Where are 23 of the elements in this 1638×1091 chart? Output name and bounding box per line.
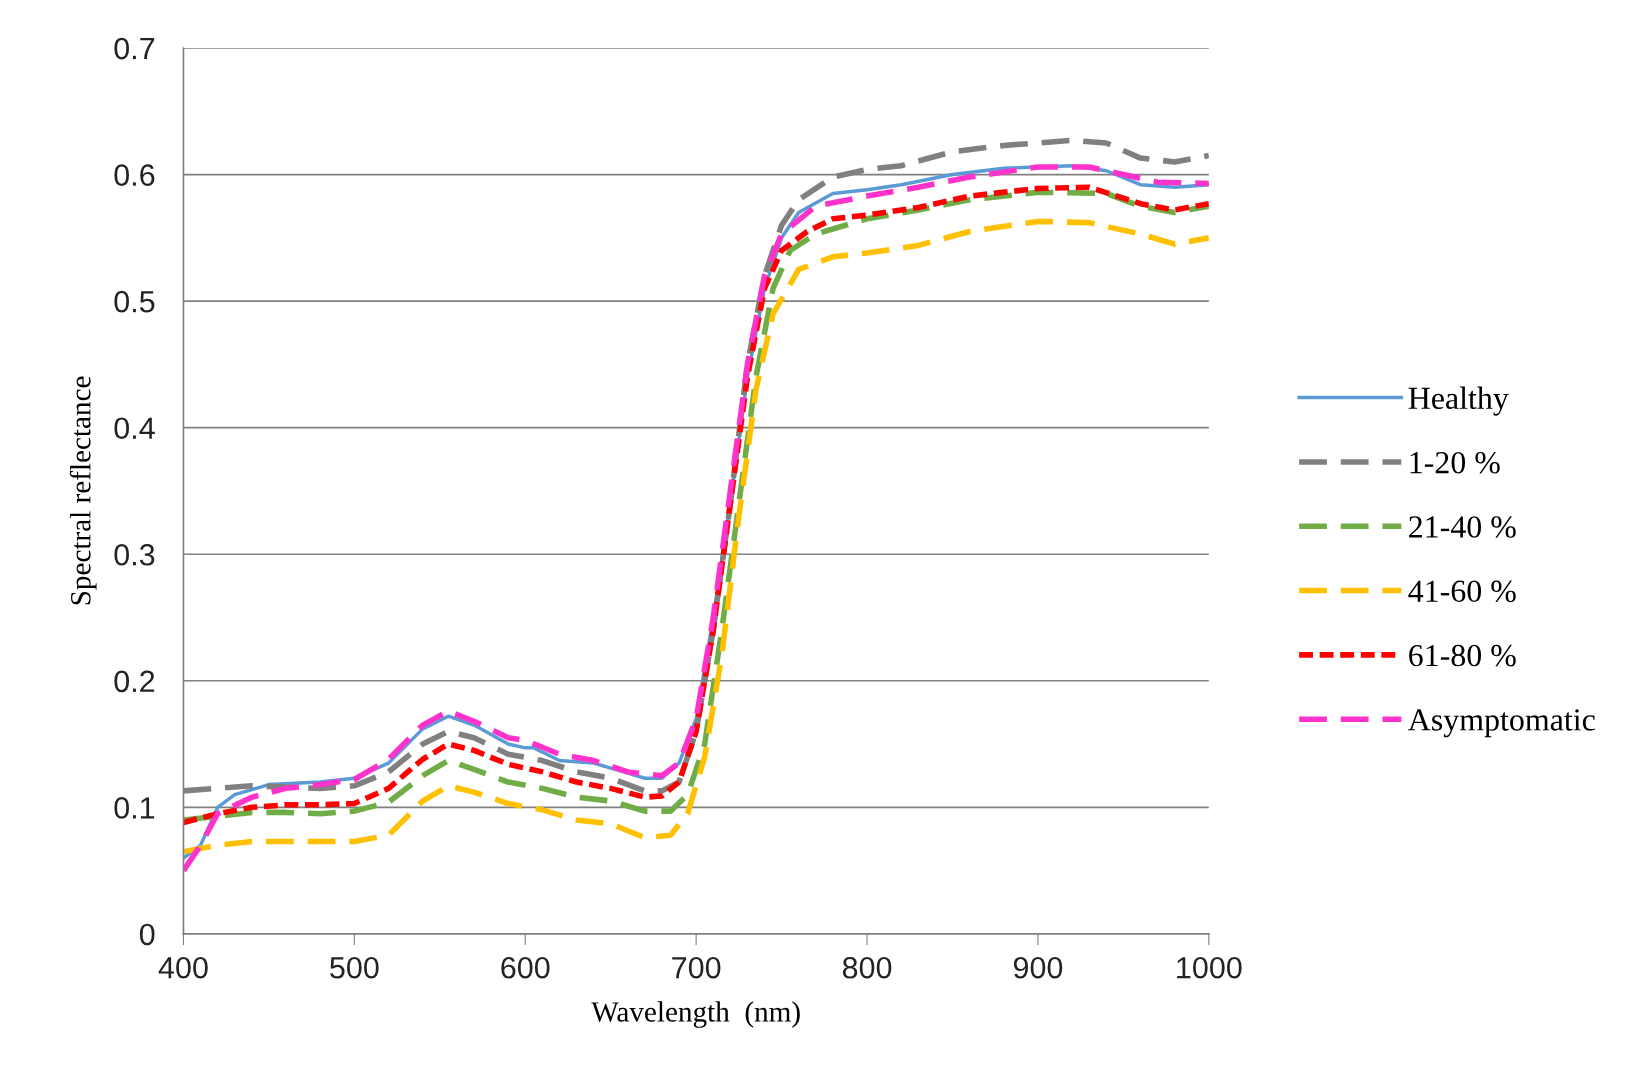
- x-tick-label: 800: [842, 956, 892, 979]
- y-tick-label: 0.3: [114, 543, 155, 566]
- legend-label: Asymptomatic: [1408, 709, 1595, 738]
- x-tick-label: 1000: [1177, 956, 1242, 979]
- y-tick-label: 0: [139, 923, 155, 946]
- y-tick-label: 0.4: [114, 417, 155, 440]
- x-tick-label: 700: [672, 956, 721, 979]
- legend-label: 41-60 %: [1408, 580, 1516, 603]
- x-tick-label: 500: [330, 956, 379, 979]
- x-axis-title: Wavelength (nm): [591, 1001, 800, 1028]
- x-tick-label: 900: [1013, 956, 1063, 979]
- y-axis-title: Spectral reflectance: [69, 376, 97, 605]
- legend-label: 1-20 %: [1410, 451, 1500, 474]
- y-tick-label: 0.1: [114, 797, 155, 819]
- y-tick-label: 0.6: [114, 164, 155, 186]
- y-tick-label: 0.2: [114, 670, 155, 693]
- x-tick-label: 600: [501, 956, 550, 979]
- x-tick-label: 400: [158, 956, 208, 979]
- y-tick-label: 0.7: [114, 37, 155, 60]
- legend-label: 61-80 %: [1409, 644, 1516, 667]
- legend-label: Healthy: [1408, 386, 1509, 416]
- legend-label: 21-40 %: [1409, 516, 1516, 538]
- y-tick-label: 0.5: [114, 290, 155, 313]
